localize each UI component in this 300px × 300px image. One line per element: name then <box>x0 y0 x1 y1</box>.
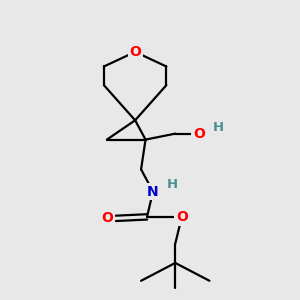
Text: H: H <box>167 178 178 191</box>
Text: H: H <box>213 121 224 134</box>
Text: O: O <box>193 127 205 141</box>
Text: O: O <box>129 45 141 59</box>
Text: O: O <box>176 210 188 224</box>
Text: O: O <box>101 212 113 225</box>
Text: N: N <box>147 184 159 199</box>
